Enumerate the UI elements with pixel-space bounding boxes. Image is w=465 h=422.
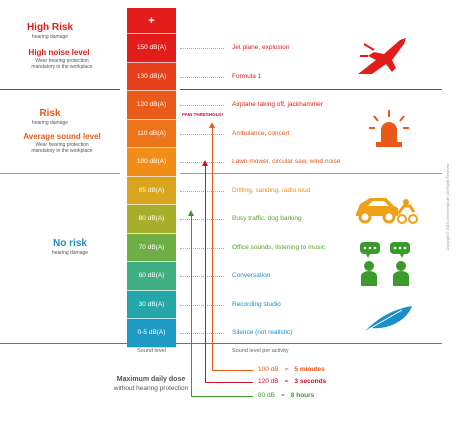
arrow-80-hline: [191, 396, 253, 397]
dose-subtitle: without hearing protection: [113, 385, 189, 392]
arrow-80-line: [191, 214, 192, 396]
people-talking-icon: [360, 242, 410, 286]
activity-leader: [180, 48, 224, 50]
bar-level: 0-5 dB(A): [127, 319, 176, 348]
dose-eq: =: [284, 366, 289, 373]
activity-leader: [180, 133, 224, 135]
dose-time: 3 seconds: [294, 378, 327, 385]
activity-label: Silence (not realistic): [232, 329, 293, 337]
bar-level: 80 dB(A): [127, 205, 176, 234]
zone-separator-high: [0, 89, 120, 90]
axis-right-label: Sound level per activity: [232, 348, 289, 354]
arrow-120-hline: [205, 382, 253, 383]
activity-label: Office sounds, listening to music: [232, 243, 326, 251]
bar-plus: +: [127, 8, 176, 34]
axis-left-label: Sound level: [137, 348, 166, 354]
dose-db: 100 dB: [258, 366, 279, 373]
copyright: Copyright © 2023 Ohrenschutz.de | All Ri…: [446, 163, 450, 250]
bar-level: 60 dB(A): [127, 262, 176, 291]
zone-high-title-sub: hearing damage: [31, 34, 69, 40]
zone-high-subtitle: High noise level: [28, 48, 90, 57]
bar-level: 130 dB(A): [127, 62, 176, 91]
dose-row: 120 dB = 3 seconds: [258, 378, 326, 385]
bar-level: 70 dB(A): [127, 233, 176, 262]
zone-separator-medium: [0, 173, 120, 174]
activity-label: Formula 1: [232, 72, 262, 80]
zone-medium-subtitle: Average sound level: [23, 132, 101, 141]
dose-row: 80 dB = 8 hours: [258, 392, 314, 399]
activity-leader: [180, 76, 224, 78]
zone-high-subtitle-desc: Wear hearing protection mandatory in the…: [31, 58, 93, 70]
activity-label: Conversation: [232, 272, 271, 280]
activity-label: Airplane taking off, jackhammer: [232, 101, 323, 109]
activity-label: Busy traffic, dog barking: [232, 215, 302, 223]
activity-leader: [180, 247, 224, 249]
arrow-100-hline: [212, 370, 253, 371]
activity-leader: [180, 219, 224, 221]
bar-level: 120 dB(A): [127, 91, 176, 120]
arrow-120-line: [205, 164, 206, 382]
feather-icon: [363, 306, 412, 333]
activity-leader: [180, 190, 224, 192]
activity-label: Ambulance, concert: [232, 129, 290, 137]
zone-separator-high-right: [180, 89, 442, 90]
zone-low-title: No risk: [53, 238, 87, 249]
zone-medium-subtitle-desc: Wear hearing protection mandatory in the…: [31, 142, 93, 154]
activity-leader: [180, 276, 224, 278]
zone-low-title-sub: hearing damage: [51, 250, 89, 256]
car-motorcycle-icon: [356, 198, 418, 224]
arrow-100-head: [209, 122, 215, 128]
bar-level: 85 dB(A): [127, 176, 176, 205]
bar-level: 150 dB(A): [127, 34, 176, 63]
activity-leader: [180, 304, 224, 306]
activity-label: Recording studio: [232, 300, 281, 308]
activity-label: Drilling, sanding, radio loud: [232, 186, 311, 194]
arrow-80-head: [188, 210, 194, 216]
dose-db: 120 dB: [258, 378, 279, 385]
zone-high-title: High Risk: [26, 22, 74, 33]
bar-level: 30 dB(A): [127, 290, 176, 319]
bar-level: 110 dB(A): [127, 119, 176, 148]
dose-title: Maximum daily dose: [116, 376, 186, 383]
zone-medium-title-sub: hearing damage: [31, 120, 69, 126]
zone-medium-title: Risk: [39, 108, 61, 119]
siren-icon: [369, 110, 409, 147]
dose-db: 80 dB: [258, 392, 275, 399]
activity-leader: [180, 105, 224, 107]
dose-eq: =: [284, 378, 289, 385]
axis-baseline: [0, 343, 442, 344]
pain-threshold-label: PAIN THRESHOLD!: [182, 112, 224, 117]
arrow-100-line: [212, 126, 213, 370]
fighter-jet-icon: [358, 38, 406, 74]
dose-row: 100 dB = 5 minutes: [258, 366, 325, 373]
dose-time: 8 hours: [290, 392, 315, 399]
activity-label: Lawn mower, circular saw, wind noise: [232, 158, 341, 166]
zone-separator-medium-right: [180, 173, 442, 174]
bar-level: 100 dB(A): [127, 148, 176, 177]
activity-leader: [180, 333, 224, 335]
dose-time: 5 minutes: [294, 366, 325, 373]
dose-eq: =: [281, 392, 285, 399]
arrow-120-head: [202, 160, 208, 166]
activity-label: Jet plane, explosion: [232, 44, 290, 52]
